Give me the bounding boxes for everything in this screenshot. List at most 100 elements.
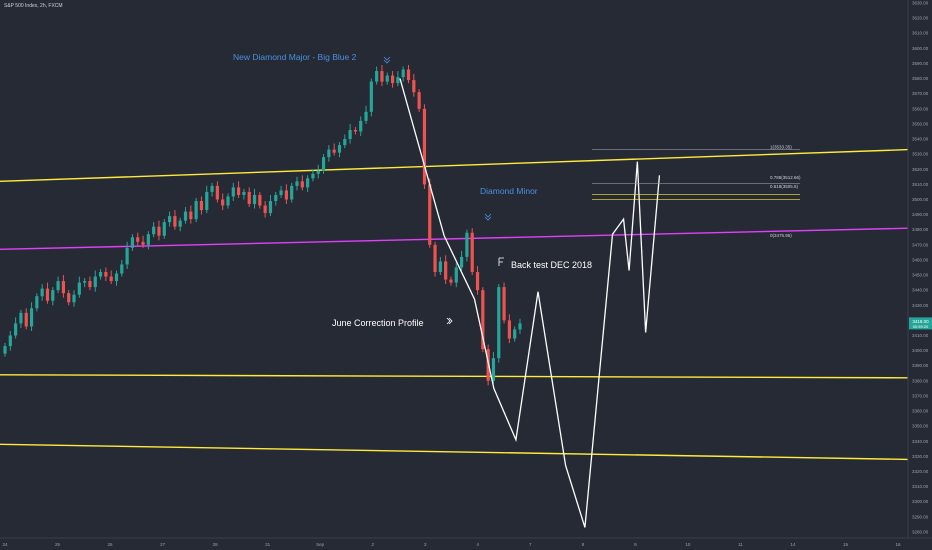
y-tick-label: 3470.00 xyxy=(912,242,929,247)
y-tick-label: 3610.00 xyxy=(912,31,929,36)
candle-body xyxy=(104,272,108,277)
candle-body xyxy=(332,149,336,153)
candle-body xyxy=(311,173,315,179)
y-tick-label: 3410.00 xyxy=(912,333,929,338)
fib-label: 1(3533.35) xyxy=(770,145,792,150)
candle-body xyxy=(295,181,299,186)
candle-body xyxy=(231,187,235,197)
y-tick-label: 3490.00 xyxy=(912,212,929,217)
candle-body xyxy=(242,191,246,195)
chevron-down-icon xyxy=(484,213,492,221)
candle-body xyxy=(152,226,156,235)
candle-body xyxy=(290,185,294,200)
candle-body xyxy=(507,320,511,339)
y-tick-label: 3560.00 xyxy=(912,106,929,111)
candle-body xyxy=(237,187,241,195)
y-tick-label: 3530.00 xyxy=(912,152,929,157)
y-tick-label: 3520.00 xyxy=(912,167,929,172)
candle-body xyxy=(125,247,129,265)
y-tick-label: 3370.00 xyxy=(912,393,929,398)
candle-body xyxy=(8,335,12,347)
x-tick-label: 11 xyxy=(738,542,743,547)
y-tick-label: 3590.00 xyxy=(912,61,929,66)
candle-body xyxy=(83,281,87,283)
annotation-label: June Correction Profile xyxy=(332,318,424,328)
candle-body xyxy=(475,272,480,291)
candle-body xyxy=(428,184,432,245)
candle-body xyxy=(146,234,150,245)
candle-body xyxy=(3,346,7,354)
candle-body xyxy=(14,323,18,336)
candle-body xyxy=(247,191,251,205)
candle-body xyxy=(306,178,310,188)
candle-body xyxy=(252,194,257,205)
candle-body xyxy=(77,282,81,295)
candle-body xyxy=(343,139,347,146)
candle-body xyxy=(481,290,485,350)
y-tick-label: 3300.00 xyxy=(912,499,929,504)
candle-body xyxy=(199,200,204,211)
y-tick-label: 3630.00 xyxy=(912,1,929,6)
candle-body xyxy=(518,323,522,330)
candle-body xyxy=(141,241,145,245)
candle-body xyxy=(401,69,405,78)
candle-body xyxy=(67,293,71,303)
candle-body xyxy=(465,232,469,257)
trendline-yellow xyxy=(0,443,909,461)
y-tick-label: 3450.00 xyxy=(912,273,929,278)
candle-body xyxy=(497,287,501,359)
chevron-down-icon xyxy=(383,56,391,64)
x-tick-label: 27 xyxy=(160,542,166,547)
y-tick-label: 3540.00 xyxy=(912,137,929,142)
candle-body xyxy=(56,281,60,291)
candle-body xyxy=(502,287,506,321)
candle-body xyxy=(353,129,358,132)
candle-body xyxy=(444,261,448,280)
annotation-label: Diamond Minor xyxy=(480,186,538,196)
x-tick-label: 8 xyxy=(582,542,585,547)
candle-body xyxy=(385,75,389,82)
trendline-yellow xyxy=(0,374,909,379)
x-axis-panel xyxy=(0,538,932,550)
candle-body xyxy=(470,232,474,273)
annotation-label: Back test DEC 2018 xyxy=(511,260,592,270)
candle-body xyxy=(300,181,304,188)
candle-body xyxy=(114,273,119,282)
candle-body xyxy=(348,129,352,140)
candle-body xyxy=(35,296,39,309)
candle-body xyxy=(422,108,427,185)
y-tick-label: 3430.00 xyxy=(912,303,929,308)
projection-path xyxy=(399,78,661,528)
candle-body xyxy=(120,264,124,274)
candle-body xyxy=(226,196,230,206)
flag-icon xyxy=(498,257,504,266)
candle-body xyxy=(369,81,373,112)
fib-label: 0.618(3505.5) xyxy=(770,184,799,189)
candle-body xyxy=(51,290,55,301)
fib-layer: 1(3533.35) 0.786(3512.66) 0.618(3505.5) 0(3… xyxy=(592,145,801,238)
candle-body xyxy=(263,205,267,214)
x-tick-label: 25 xyxy=(55,542,61,547)
candle-body xyxy=(396,77,400,84)
y-tick-label: 3340.00 xyxy=(912,439,929,444)
candle-body xyxy=(24,312,28,327)
candle-body xyxy=(167,216,172,223)
candle-body xyxy=(375,71,379,82)
candle-body xyxy=(130,237,135,248)
y-tick-label: 3330.00 xyxy=(912,454,929,459)
x-tick-label: 14 xyxy=(790,542,796,547)
y-tick-label: 3440.00 xyxy=(912,288,929,293)
last-price-countdown: 00:59:20 xyxy=(913,324,929,329)
x-tick-label: 9 xyxy=(634,542,637,547)
y-tick-label: 3380.00 xyxy=(912,378,929,383)
candle-body xyxy=(29,308,34,327)
y-tick-label: 3500.00 xyxy=(912,197,929,202)
candle-body xyxy=(205,191,209,211)
candle-body xyxy=(19,312,23,324)
candle-body xyxy=(221,199,225,206)
candle-body xyxy=(454,267,458,283)
candles-layer xyxy=(3,64,522,386)
x-tick-label: 31 xyxy=(265,542,271,547)
